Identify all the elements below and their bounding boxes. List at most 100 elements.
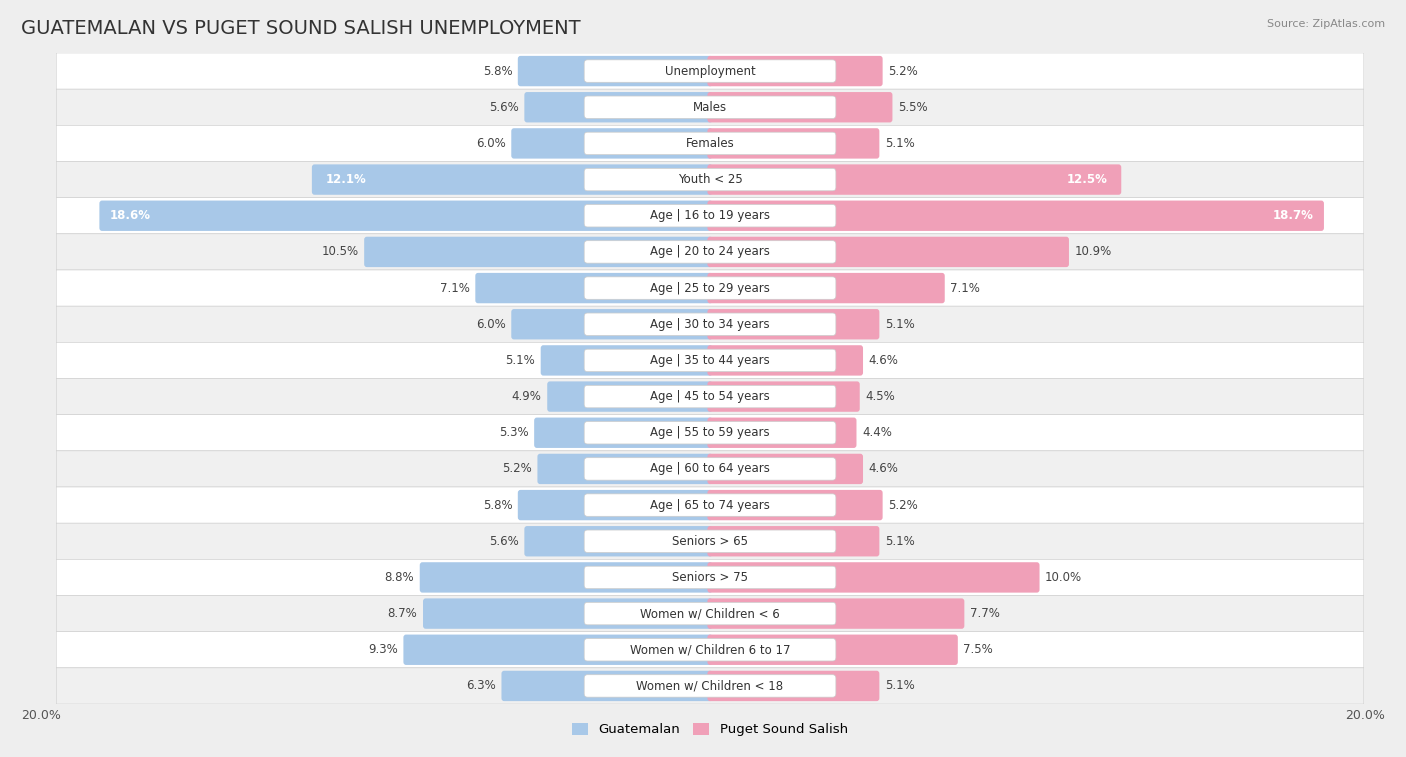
FancyBboxPatch shape — [707, 562, 1039, 593]
Text: 18.7%: 18.7% — [1272, 209, 1313, 223]
Text: 7.5%: 7.5% — [963, 643, 993, 656]
FancyBboxPatch shape — [583, 494, 837, 516]
FancyBboxPatch shape — [534, 418, 713, 448]
Text: Youth < 25: Youth < 25 — [678, 173, 742, 186]
Text: Age | 30 to 34 years: Age | 30 to 34 years — [650, 318, 770, 331]
Text: 4.6%: 4.6% — [869, 463, 898, 475]
Text: 9.3%: 9.3% — [368, 643, 398, 656]
Text: Age | 65 to 74 years: Age | 65 to 74 years — [650, 499, 770, 512]
Text: Age | 60 to 64 years: Age | 60 to 64 years — [650, 463, 770, 475]
FancyBboxPatch shape — [502, 671, 713, 701]
Text: 5.2%: 5.2% — [502, 463, 531, 475]
FancyBboxPatch shape — [583, 674, 837, 697]
Text: 4.9%: 4.9% — [512, 390, 541, 403]
FancyBboxPatch shape — [707, 201, 1324, 231]
Text: Seniors > 65: Seniors > 65 — [672, 534, 748, 548]
FancyBboxPatch shape — [583, 168, 837, 191]
FancyBboxPatch shape — [707, 345, 863, 375]
FancyBboxPatch shape — [707, 237, 1069, 267]
FancyBboxPatch shape — [583, 204, 837, 227]
Text: 4.4%: 4.4% — [862, 426, 891, 439]
FancyBboxPatch shape — [707, 56, 883, 86]
FancyBboxPatch shape — [512, 128, 713, 159]
FancyBboxPatch shape — [512, 309, 713, 339]
FancyBboxPatch shape — [583, 385, 837, 408]
FancyBboxPatch shape — [56, 378, 1364, 415]
Text: Seniors > 75: Seniors > 75 — [672, 571, 748, 584]
FancyBboxPatch shape — [524, 526, 713, 556]
FancyBboxPatch shape — [583, 566, 837, 589]
Text: 5.3%: 5.3% — [499, 426, 529, 439]
FancyBboxPatch shape — [707, 418, 856, 448]
FancyBboxPatch shape — [420, 562, 713, 593]
Text: 5.1%: 5.1% — [884, 137, 915, 150]
Text: 10.0%: 10.0% — [1045, 571, 1083, 584]
Text: 4.6%: 4.6% — [869, 354, 898, 367]
FancyBboxPatch shape — [583, 241, 837, 263]
FancyBboxPatch shape — [537, 453, 713, 484]
FancyBboxPatch shape — [56, 342, 1364, 378]
Text: Age | 35 to 44 years: Age | 35 to 44 years — [650, 354, 770, 367]
FancyBboxPatch shape — [56, 415, 1364, 451]
Text: Age | 55 to 59 years: Age | 55 to 59 years — [650, 426, 770, 439]
Text: 5.6%: 5.6% — [489, 534, 519, 548]
FancyBboxPatch shape — [56, 270, 1364, 306]
Text: 5.1%: 5.1% — [505, 354, 536, 367]
Text: 20.0%: 20.0% — [1346, 709, 1385, 722]
Text: 7.7%: 7.7% — [970, 607, 1000, 620]
FancyBboxPatch shape — [56, 53, 1364, 89]
Text: Unemployment: Unemployment — [665, 64, 755, 77]
FancyBboxPatch shape — [707, 453, 863, 484]
Text: 5.6%: 5.6% — [489, 101, 519, 114]
Text: 5.8%: 5.8% — [482, 499, 512, 512]
FancyBboxPatch shape — [707, 598, 965, 629]
FancyBboxPatch shape — [583, 530, 837, 553]
FancyBboxPatch shape — [707, 309, 879, 339]
Text: Women w/ Children 6 to 17: Women w/ Children 6 to 17 — [630, 643, 790, 656]
FancyBboxPatch shape — [517, 490, 713, 520]
FancyBboxPatch shape — [583, 349, 837, 372]
Text: 7.1%: 7.1% — [950, 282, 980, 294]
FancyBboxPatch shape — [56, 631, 1364, 668]
FancyBboxPatch shape — [56, 234, 1364, 270]
FancyBboxPatch shape — [583, 60, 837, 83]
FancyBboxPatch shape — [583, 603, 837, 625]
FancyBboxPatch shape — [100, 201, 713, 231]
FancyBboxPatch shape — [583, 639, 837, 661]
FancyBboxPatch shape — [56, 451, 1364, 487]
Text: Age | 16 to 19 years: Age | 16 to 19 years — [650, 209, 770, 223]
FancyBboxPatch shape — [583, 313, 837, 335]
Text: Age | 20 to 24 years: Age | 20 to 24 years — [650, 245, 770, 258]
FancyBboxPatch shape — [583, 277, 837, 299]
Text: Age | 25 to 29 years: Age | 25 to 29 years — [650, 282, 770, 294]
FancyBboxPatch shape — [707, 273, 945, 304]
Text: 8.8%: 8.8% — [385, 571, 415, 584]
Legend: Guatemalan, Puget Sound Salish: Guatemalan, Puget Sound Salish — [572, 723, 848, 737]
Text: 6.3%: 6.3% — [467, 680, 496, 693]
FancyBboxPatch shape — [56, 126, 1364, 161]
Text: 8.7%: 8.7% — [388, 607, 418, 620]
FancyBboxPatch shape — [583, 422, 837, 444]
FancyBboxPatch shape — [56, 523, 1364, 559]
Text: 5.5%: 5.5% — [898, 101, 928, 114]
FancyBboxPatch shape — [56, 198, 1364, 234]
Text: 5.1%: 5.1% — [884, 318, 915, 331]
Text: Females: Females — [686, 137, 734, 150]
FancyBboxPatch shape — [312, 164, 713, 195]
Text: 10.9%: 10.9% — [1074, 245, 1112, 258]
Text: 6.0%: 6.0% — [477, 318, 506, 331]
Text: 10.5%: 10.5% — [322, 245, 359, 258]
Text: 5.1%: 5.1% — [884, 534, 915, 548]
FancyBboxPatch shape — [364, 237, 713, 267]
FancyBboxPatch shape — [56, 596, 1364, 631]
FancyBboxPatch shape — [541, 345, 713, 375]
Text: 7.1%: 7.1% — [440, 282, 470, 294]
FancyBboxPatch shape — [707, 490, 883, 520]
FancyBboxPatch shape — [56, 306, 1364, 342]
Text: GUATEMALAN VS PUGET SOUND SALISH UNEMPLOYMENT: GUATEMALAN VS PUGET SOUND SALISH UNEMPLO… — [21, 19, 581, 38]
Text: 5.2%: 5.2% — [889, 64, 918, 77]
FancyBboxPatch shape — [56, 487, 1364, 523]
FancyBboxPatch shape — [707, 92, 893, 123]
FancyBboxPatch shape — [707, 128, 879, 159]
Text: 5.2%: 5.2% — [889, 499, 918, 512]
